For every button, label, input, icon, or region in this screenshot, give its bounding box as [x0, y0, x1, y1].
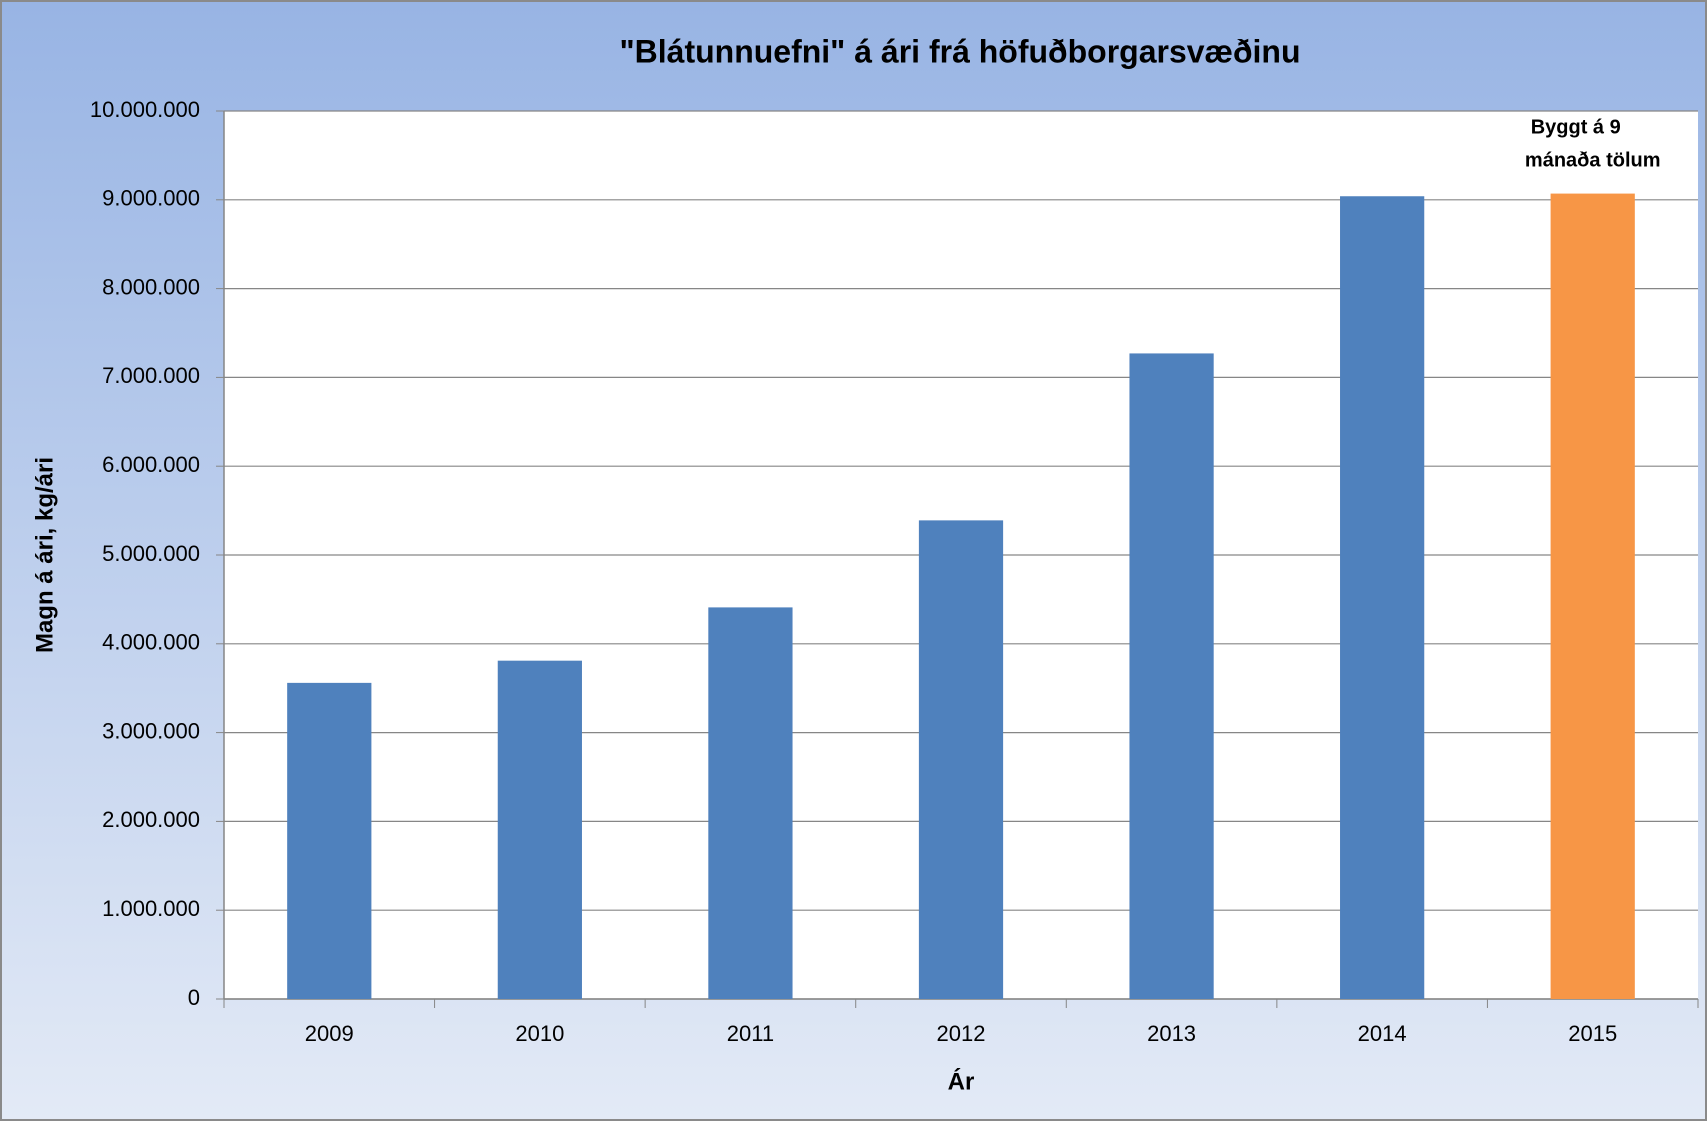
- y-tick-label: 1.000.000: [102, 896, 200, 921]
- y-tick-label: 9.000.000: [102, 186, 200, 211]
- annotation: mánaða tölum: [1525, 149, 1661, 171]
- y-tick-label: 7.000.000: [102, 363, 200, 388]
- y-tick-label: 8.000.000: [102, 274, 200, 299]
- y-tick-label: 10.000.000: [90, 97, 200, 122]
- bar: [708, 607, 793, 999]
- annotation: Byggt á 9: [1531, 116, 1621, 138]
- x-tick-label: 2013: [1147, 1021, 1196, 1046]
- x-tick-label: 2009: [305, 1021, 354, 1046]
- x-tick-label: 2011: [727, 1021, 774, 1046]
- x-tick-label: 2010: [515, 1021, 564, 1046]
- bar: [497, 660, 582, 999]
- bar: [1550, 193, 1635, 1000]
- y-tick-label: 6.000.000: [102, 452, 200, 477]
- x-tick-label: 2014: [1358, 1021, 1407, 1046]
- y-tick-label: 3.000.000: [102, 718, 200, 743]
- y-tick-label: 5.000.000: [102, 541, 200, 566]
- chart-title: "Blátunnuefni" á ári frá höfuðborgarsvæð…: [619, 33, 1300, 69]
- y-tick-label: 4.000.000: [102, 630, 200, 655]
- x-tick-label: 2015: [1568, 1021, 1617, 1046]
- y-tick-label: 2.000.000: [102, 807, 200, 832]
- y-axis-label: Magn á ári, kg/ári: [31, 457, 58, 653]
- bar: [1129, 353, 1214, 999]
- x-axis-label: Ár: [948, 1067, 975, 1095]
- bar: [918, 520, 1004, 999]
- bar: [1340, 196, 1425, 1000]
- x-tick-label: 2012: [937, 1021, 986, 1046]
- bar: [287, 682, 372, 999]
- y-tick-label: 0: [188, 985, 200, 1010]
